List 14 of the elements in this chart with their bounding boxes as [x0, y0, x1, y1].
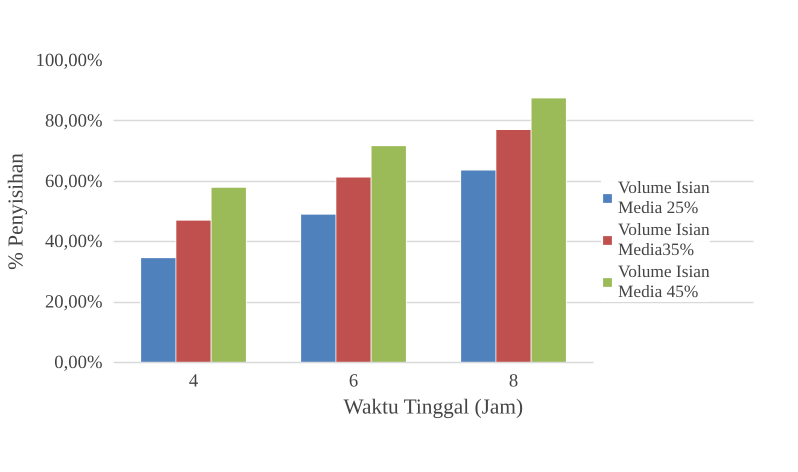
y-tick-label: 20,00% [44, 292, 103, 313]
y-tick-label: 80,00% [44, 110, 103, 132]
x-tick-label: 6 [348, 370, 358, 392]
y-axis-title: % Penyisihan [4, 152, 28, 270]
y-tick-label: 0,00% [54, 352, 103, 373]
x-axis-title: Waktu Tinggal (Jam) [344, 394, 524, 418]
y-tick-label: 100,00% [36, 50, 103, 71]
y-tick-label: 40,00% [44, 231, 103, 252]
legend-label: Volume Isian Media 25% [618, 178, 710, 218]
y-tick-label: 60,00% [44, 170, 103, 192]
legend-label: Volume Isian Media35% [618, 220, 710, 260]
x-tick-label: 8 [508, 370, 518, 392]
x-tick-label: 4 [188, 370, 199, 392]
legend-label: Volume Isian Media 45% [618, 262, 710, 302]
